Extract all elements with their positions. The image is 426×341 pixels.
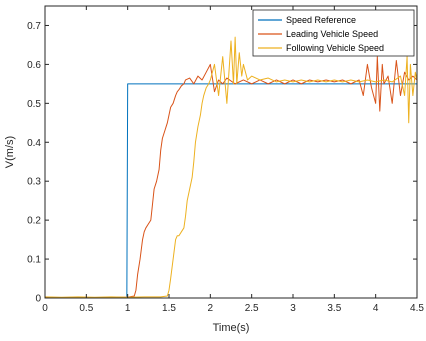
y-tick-label: 0.5 (27, 99, 41, 110)
y-tick-label: 0.7 (27, 21, 41, 32)
x-tick-label: 0 (42, 303, 48, 314)
y-axis-label: V(m/s) (4, 136, 16, 168)
series-line-1 (44, 56, 418, 299)
x-tick-label: 2 (208, 303, 214, 314)
x-tick-label: 4 (373, 303, 379, 314)
legend-label-speed-reference: Speed Reference (286, 15, 356, 25)
x-tick-label: 2.5 (245, 303, 259, 314)
x-tick-label: 1 (125, 303, 131, 314)
y-tick-label: 0.6 (27, 60, 41, 71)
legend-label-leading-vehicle: Leading Vehicle Speed (286, 29, 378, 39)
x-tick-label: 0.5 (79, 303, 93, 314)
x-axis-label: Time(s) (213, 322, 250, 334)
legend: Speed Reference Leading Vehicle Speed Fo… (252, 9, 415, 57)
axes-layer: 0 0.5 1 1.5 2 2.5 3 3.5 4 4.5 0 0.1 0.2 0.3 0.4 0.5 0.6 0… (27, 5, 424, 314)
series-line-2 (44, 36, 418, 298)
legend-label-following-vehicle: Following Vehicle Speed (286, 43, 384, 53)
x-tick-label: 3.5 (327, 303, 341, 314)
x-tick-label: 4.5 (410, 303, 424, 314)
y-tick-label: 0.1 (27, 255, 41, 266)
x-tick-label: 3 (290, 303, 296, 314)
y-tick-label: 0.4 (27, 138, 41, 149)
y-tick-label: 0.2 (27, 216, 41, 227)
axes-box (44, 5, 418, 299)
y-tick-label: 0.3 (27, 177, 41, 188)
y-tick-label: 0 (35, 294, 41, 305)
x-tick-label: 1.5 (162, 303, 176, 314)
